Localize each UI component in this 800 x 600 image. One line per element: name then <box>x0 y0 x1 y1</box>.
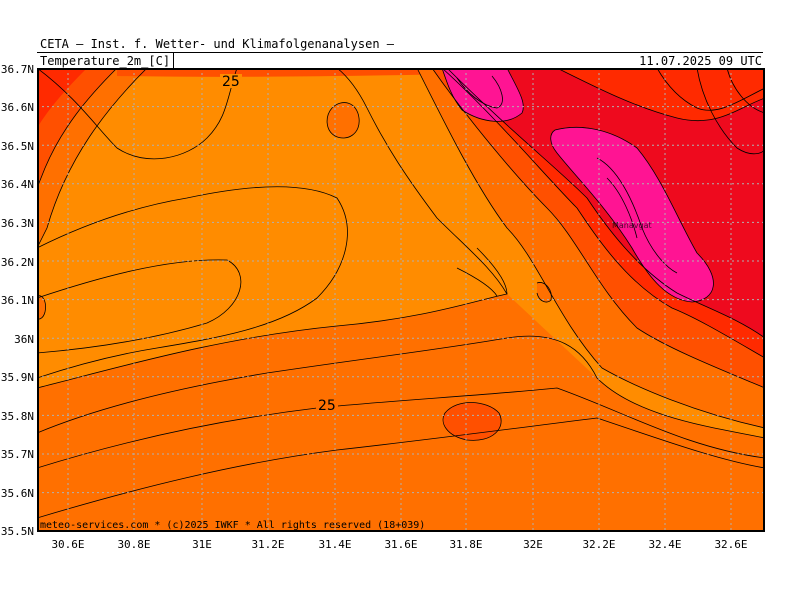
lon-label: 31.8E <box>449 538 483 551</box>
valid-time: 11.07.2025 09 UTC <box>639 54 762 68</box>
parameter-box <box>37 53 174 68</box>
lon-label: 31E <box>192 538 212 551</box>
lon-label: 32.6E <box>714 538 748 551</box>
field-core-south <box>550 127 714 302</box>
field-west-spot <box>37 295 46 320</box>
lat-label: 36.3N <box>0 217 34 230</box>
field-core-north <box>442 68 524 122</box>
lat-label: 36.6N <box>0 101 34 114</box>
place-label-manavgat: Manavgat <box>612 221 652 230</box>
lat-label: 35.7N <box>0 448 34 461</box>
contour-label-south: 25 <box>318 398 336 414</box>
field-south-spot <box>443 402 502 441</box>
lon-label: 31.4E <box>318 538 352 551</box>
parameter-label: Temperature_2m_[C] <box>40 54 171 68</box>
lon-label: 31.6E <box>384 538 418 551</box>
lat-lon-grid <box>37 68 765 532</box>
contour-label-bg-south <box>316 398 338 412</box>
lat-label: 35.5N <box>0 525 34 538</box>
map-frame <box>37 68 765 532</box>
header-divider <box>37 52 763 53</box>
lon-label: 30.6E <box>51 538 85 551</box>
lat-label: 36.1N <box>0 294 34 307</box>
temperature-map: 25 25 Manavgat meteo-services.com * (c)2… <box>37 68 765 532</box>
institute-title: CETA — Inst. f. Wetter- und Klimafolgena… <box>40 37 395 51</box>
contour-label-bg-north <box>220 74 242 88</box>
lat-label: 36N <box>14 333 34 346</box>
lat-label: 36.7N <box>0 63 34 76</box>
footer-credit: meteo-services.com * (c)2025 IWKF * All … <box>40 520 425 531</box>
lon-label: 31.2E <box>251 538 285 551</box>
lat-label: 36.4N <box>0 178 34 191</box>
lon-label: 32.2E <box>582 538 616 551</box>
lon-label: 30.8E <box>117 538 151 551</box>
lat-label: 35.8N <box>0 410 34 423</box>
field-east-gulf-patch <box>537 282 552 302</box>
contour-label-north: 25 <box>222 74 240 90</box>
lon-label: 32.4E <box>648 538 682 551</box>
lat-label: 36.2N <box>0 256 34 269</box>
lon-label: 32E <box>523 538 543 551</box>
field-west-hottest <box>37 68 87 128</box>
contour-lines <box>37 68 765 519</box>
lat-label: 35.6N <box>0 487 34 500</box>
lat-label: 35.9N <box>0 371 34 384</box>
lat-label: 36.5N <box>0 140 34 153</box>
